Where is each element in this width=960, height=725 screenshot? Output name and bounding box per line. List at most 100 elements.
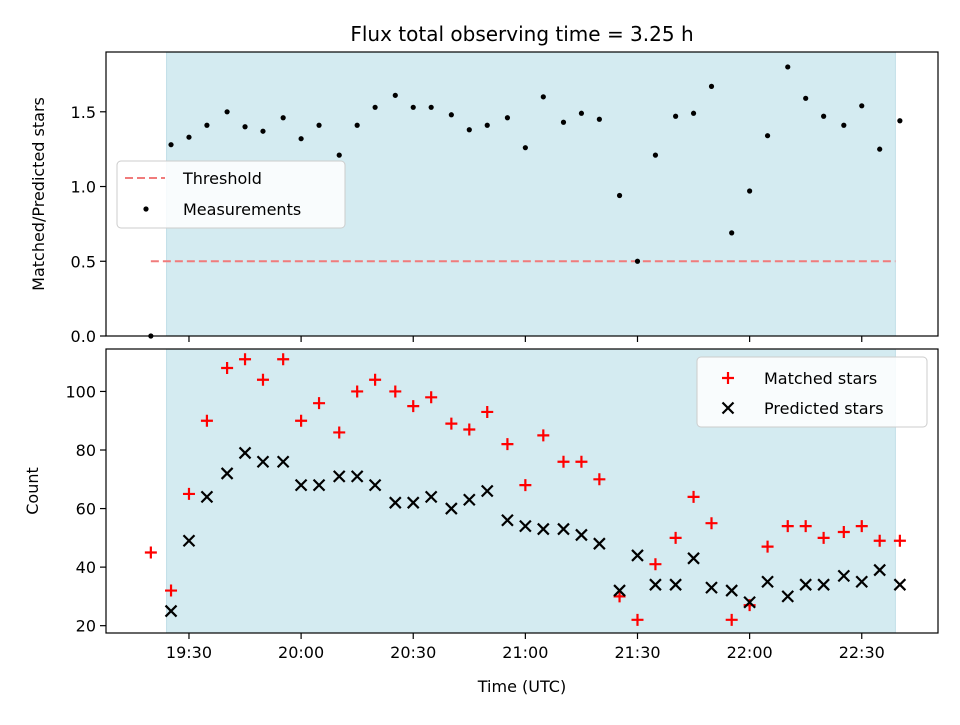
predicted-stars-point bbox=[389, 496, 402, 509]
matched-stars-point bbox=[687, 490, 700, 503]
matched-stars-point bbox=[277, 353, 290, 366]
legend-measurement-swatch bbox=[143, 206, 149, 212]
x-tick-label: 20:30 bbox=[390, 643, 436, 662]
top-y-axis-label: Matched/Predicted stars bbox=[29, 97, 48, 291]
predicted-stars-point bbox=[705, 581, 718, 594]
measurement-point bbox=[168, 142, 174, 148]
predicted-stars-point bbox=[200, 490, 214, 504]
measurement-point bbox=[224, 109, 230, 115]
matched-stars-point bbox=[481, 405, 494, 418]
legend-matched-swatch bbox=[722, 372, 734, 384]
bottom-panel: 20 40 60 80 100 19:30 20:00 20:30 21:00 21:30 22:… bbox=[23, 348, 939, 696]
predicted-stars-point bbox=[799, 578, 812, 591]
top-axes-frame bbox=[105, 51, 939, 337]
measurement-point bbox=[484, 122, 490, 128]
x-tick-label: 22:30 bbox=[839, 643, 885, 662]
measurement-point bbox=[729, 230, 735, 236]
predicted-stars-point bbox=[519, 519, 532, 533]
measurement-point bbox=[392, 92, 398, 98]
predicted-stars-point bbox=[837, 569, 851, 583]
bottom-legend: Matched stars Predicted stars bbox=[696, 356, 928, 428]
predicted-stars-point bbox=[368, 478, 382, 492]
measurement-point bbox=[280, 115, 286, 121]
predicted-stars-point bbox=[463, 493, 476, 507]
matched-stars-point bbox=[407, 400, 420, 413]
matched-stars-point bbox=[144, 546, 157, 559]
matched-stars-point bbox=[239, 353, 252, 366]
predicted-stars-point bbox=[631, 549, 644, 562]
measurement-point bbox=[560, 119, 567, 125]
legend-matched-label: Matched stars bbox=[764, 369, 877, 388]
matched-stars-point bbox=[351, 385, 364, 398]
predicted-stars-point bbox=[182, 534, 196, 548]
matched-stars-point bbox=[593, 473, 606, 486]
bottom-y-ticks: 20 40 60 80 100 bbox=[65, 382, 106, 636]
measurement-point bbox=[803, 95, 809, 101]
bottom-x-ticks: 19:30 20:00 20:30 21:00 21:30 22:00 22:30 bbox=[166, 633, 885, 662]
x-tick-label: 20:00 bbox=[278, 643, 324, 662]
matched-stars-point bbox=[893, 534, 906, 547]
measurement-point bbox=[821, 113, 827, 119]
measurement-point bbox=[372, 104, 378, 110]
matched-stars-point bbox=[837, 525, 850, 538]
measurement-point bbox=[186, 134, 192, 140]
measurement-point bbox=[764, 133, 771, 139]
matched-stars-point bbox=[669, 531, 682, 544]
matched-stars-point bbox=[501, 438, 514, 451]
measurement-point bbox=[596, 116, 602, 122]
bottom-axes-frame bbox=[105, 348, 939, 634]
matched-stars-point bbox=[537, 429, 550, 442]
predicted-stars-point bbox=[725, 584, 738, 597]
predicted-stars-point bbox=[557, 522, 570, 536]
predicted-stars-point bbox=[687, 552, 700, 565]
matched-stars-point bbox=[221, 362, 234, 375]
bottom-legend-box bbox=[696, 356, 928, 428]
bottom-y-tick-label: 80 bbox=[76, 441, 96, 460]
predicted-stars-point bbox=[855, 575, 869, 589]
matched-stars-point bbox=[445, 417, 458, 430]
top-legend-box bbox=[116, 160, 346, 229]
matched-stars-point bbox=[425, 391, 438, 404]
measurement-point bbox=[708, 83, 715, 89]
matched-stars-point bbox=[463, 423, 476, 436]
predicted-stars-point bbox=[593, 537, 606, 550]
measurement-point bbox=[652, 152, 659, 158]
measurement-point bbox=[616, 192, 623, 199]
bottom-y-tick-label: 20 bbox=[76, 617, 96, 636]
top-y-tick-label: 0.5 bbox=[71, 252, 96, 271]
matched-stars-point bbox=[781, 520, 794, 533]
measurement-point bbox=[634, 258, 641, 264]
matched-stars-point bbox=[165, 584, 178, 597]
matched-stars-point bbox=[855, 520, 868, 533]
legend-predicted-swatch bbox=[721, 401, 735, 415]
predicted-stars-point bbox=[893, 578, 907, 591]
top-y-tick-label: 1.0 bbox=[71, 178, 96, 197]
measurement-point bbox=[466, 127, 472, 133]
predicted-stars-point bbox=[743, 595, 756, 609]
measurement-point bbox=[316, 122, 322, 128]
predicted-stars-point bbox=[445, 502, 458, 515]
predicted-stars-point bbox=[424, 490, 438, 504]
x-tick-label: 22:00 bbox=[727, 643, 773, 662]
legend-threshold-label: Threshold bbox=[182, 169, 262, 188]
predicted-stars-point bbox=[761, 575, 774, 589]
predicted-stars-point bbox=[501, 514, 514, 527]
legend-measurement-label: Measurements bbox=[183, 200, 301, 219]
matched-stars-point bbox=[873, 534, 886, 547]
matched-stars-point bbox=[182, 487, 195, 500]
chart-title: Flux total observing time = 3.25 h bbox=[350, 22, 693, 46]
matched-stars-point bbox=[200, 414, 213, 427]
legend-predicted-label: Predicted stars bbox=[764, 399, 884, 418]
measurement-point bbox=[673, 113, 679, 119]
top-x-ticks bbox=[188, 336, 863, 342]
predicted-stars-point bbox=[669, 578, 682, 591]
measurement-point bbox=[540, 94, 546, 100]
measurement-point bbox=[690, 110, 697, 116]
measurement-point bbox=[877, 146, 883, 152]
measurement-point bbox=[448, 112, 454, 118]
measurement-point bbox=[578, 110, 585, 116]
bottom-y-tick-label: 100 bbox=[65, 382, 96, 401]
matched-stars-point bbox=[557, 455, 570, 468]
predicted-stars-point bbox=[649, 578, 662, 591]
